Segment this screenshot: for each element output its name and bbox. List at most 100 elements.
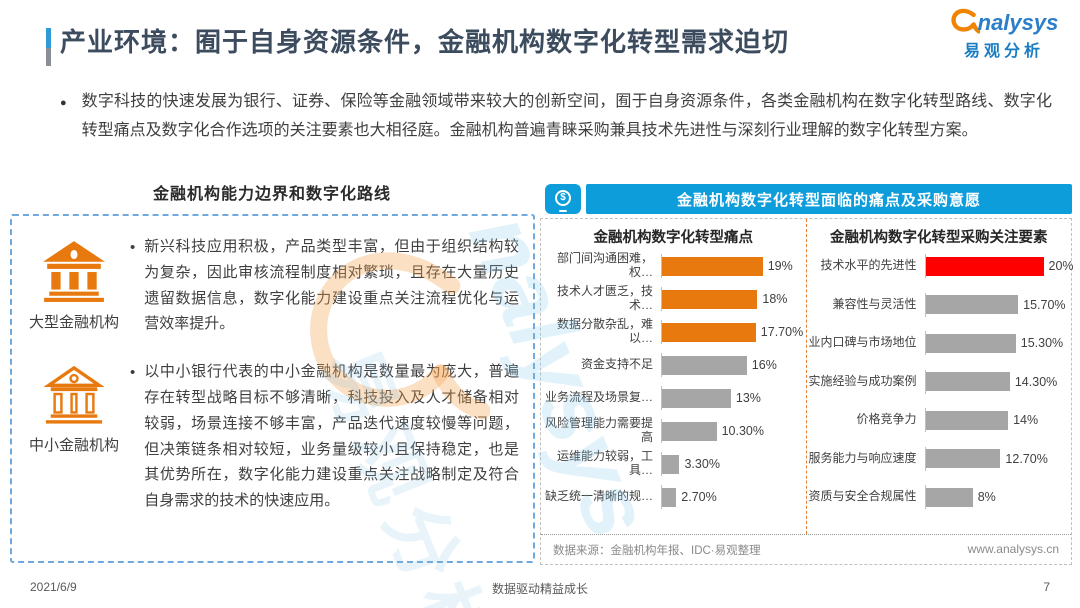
bar-row: 价格竞争力 14% (807, 408, 1072, 432)
bar-value-label: 12.70% (1005, 451, 1048, 466)
logo-brand-cn: 易观分析 (963, 43, 1044, 60)
list-item-sme-institution: 中小金融机构 • 以中小银行代表的中小金融机构是数量最为庞大，普遍存在转型战略目… (18, 359, 521, 514)
bar-axis: 18% (661, 287, 806, 311)
bar-category-label: 部门间沟通困难，权… (556, 251, 653, 279)
pain-points-chart: 金融机构数字化转型痛点 部门间沟通困难，权… 19% 技术人才匮乏，技术… (541, 219, 807, 534)
bar-value-label: 2.70% (681, 490, 717, 504)
bar (662, 289, 758, 309)
analysys-swoosh-icon (951, 8, 980, 34)
bar-category-label: 业内口碑与市场地位 (808, 335, 917, 350)
bar-row: 运维能力较弱，工具… 3.30% (541, 449, 806, 477)
bar (662, 454, 680, 474)
website-link[interactable]: www.analysys.cn (967, 542, 1059, 556)
bar-value-label: 3.30% (684, 457, 720, 471)
bar-row: 业务流程及场景复… 13% (541, 386, 806, 410)
bar-category-label: 缺乏统一清晰的规… (544, 489, 653, 504)
bar (925, 295, 1019, 314)
bar-value-label: 15.30% (1020, 336, 1064, 350)
right-section-title: 金融机构数字化转型面临的痛点及采购意愿 (586, 184, 1072, 214)
left-section-title: 金融机构能力边界和数字化路线 (152, 186, 391, 203)
bar-axis: 3.30% (661, 452, 806, 476)
purchase-factors-chart: 金融机构数字化转型采购关注要素 技术水平的先进性 20% 兼容性与灵活性 (807, 219, 1074, 534)
bar (662, 421, 717, 441)
bar-row: 数据分散杂乱，难以… 17.70% (541, 317, 806, 345)
bar-value-label: 13% (735, 391, 761, 405)
bar-value-label: 17.70% (760, 325, 804, 339)
bar (662, 388, 731, 408)
institution-description: 以中小银行代表的中小金融机构是数量最为庞大，普遍存在转型战略目标不够清晰，科技投… (144, 363, 519, 510)
capability-panel: 大型金融机构 • 新兴科技应用积极，产品类型丰富，但由于组织结构较为复杂，因此审… (10, 214, 535, 563)
footer: 2021/6/9 数据驱动精益成长 7 (0, 580, 1080, 597)
chart-title: 金融机构数字化转型采购关注要素 (830, 230, 1048, 246)
page-number: 7 (1043, 580, 1050, 594)
bar-value-label: 15.70% (1023, 297, 1066, 312)
right-section-header: $ 金融机构数字化转型面临的痛点及采购意愿 (545, 184, 1072, 214)
bar-row: 资质与安全合规属性 8% (807, 485, 1072, 509)
chart-title: 金融机构数字化转型痛点 (593, 230, 754, 246)
logo-brand-text: nalysys (977, 10, 1059, 35)
intro-text: 数字科技的快速发展为银行、证券、保险等金融领域带来较大的创新空间，囿于自身资源条… (81, 93, 1052, 139)
bar-axis: 16% (661, 353, 806, 377)
bar-value-label: 10.30% (721, 424, 764, 438)
bar-row: 服务能力与响应速度 12.70% (807, 446, 1072, 471)
bar-category-label: 技术水平的先进性 (820, 258, 917, 273)
bullet-icon: ● (60, 97, 67, 109)
bar-category-label: 价格竞争力 (856, 412, 917, 427)
bullet-icon: • (130, 364, 136, 382)
bar-category-label: 实施经验与成功案例 (808, 373, 917, 388)
bar-axis: 13% (661, 386, 806, 410)
bullet-icon: • (130, 239, 136, 256)
bar-axis: 14% (924, 408, 1072, 432)
data-source-note: 数据来源：金融机构年报、IDC·易观整理 (553, 545, 761, 557)
bar-axis: 2.70% (661, 485, 806, 509)
bar-axis: 14.30% (924, 369, 1072, 394)
bar-axis: 8% (924, 485, 1072, 509)
bar-category-label: 资质与安全合规属性 (808, 489, 917, 504)
page-title: 产业环境：囿于自身资源条件，金融机构数字化转型需求迫切 (60, 27, 790, 57)
title-accent-bar (46, 28, 51, 66)
bar-row: 资金支持不足 16% (541, 353, 806, 377)
bar-value-label: 8% (977, 490, 996, 504)
bar (925, 333, 1016, 353)
bar-axis: 19% (661, 254, 806, 278)
bar-axis: 10.30% (661, 419, 806, 443)
bank-filled-icon (43, 241, 105, 302)
analysys-logo: nalysys 易观分析 (936, 8, 1072, 61)
bar-row: 技术人才匮乏，技术… 18% (541, 284, 806, 312)
bar-value-label: 18% (762, 292, 788, 306)
charts-panel: 金融机构数字化转型痛点 部门间沟通困难，权… 19% 技术人才匮乏，技术… (540, 218, 1074, 565)
bar-category-label: 技术人才匮乏，技术… (556, 284, 653, 312)
list-item-large-institution: 大型金融机构 • 新兴科技应用积极，产品类型丰富，但由于组织结构较为复杂，因此审… (18, 234, 521, 337)
bar-value-label: 16% (751, 358, 777, 372)
bar-value-label: 14.30% (1014, 374, 1058, 389)
bar-row: 业内口碑与市场地位 15.30% (807, 331, 1072, 355)
bar (925, 449, 1001, 468)
bar-row: 缺乏统一清晰的规… 2.70% (541, 485, 806, 509)
institution-name: 大型金融机构 (28, 314, 119, 331)
bar (925, 372, 1010, 391)
bar-value-label: 14% (1013, 413, 1039, 427)
bar-row: 实施经验与成功案例 14.30% (807, 369, 1072, 394)
bar-category-label: 服务能力与响应速度 (808, 450, 917, 465)
mobile-payment-icon: $ (545, 184, 581, 214)
institution-name: 中小金融机构 (28, 437, 119, 455)
bar-category-label: 数据分散杂乱，难以… (556, 317, 653, 345)
bar (925, 410, 1009, 430)
bar (662, 355, 747, 375)
bar-category-label: 业务流程及场景复… (544, 390, 653, 405)
bar (662, 256, 763, 276)
bar-axis: 15.30% (924, 331, 1072, 355)
bar-row: 兼容性与灵活性 15.70% (807, 292, 1072, 317)
bar-category-label: 资金支持不足 (580, 357, 653, 372)
bar-row: 部门间沟通困难，权… 19% (541, 251, 806, 279)
bar-axis: 20% (924, 254, 1074, 278)
bar-row: 技术水平的先进性 20% (807, 254, 1074, 278)
intro-paragraph: ● 数字科技的快速发展为银行、证券、保险等金融领域带来较大的创新空间，囿于自身资… (60, 88, 1052, 146)
bar-category-label: 兼容性与灵活性 (832, 296, 917, 311)
footer-motto: 数据驱动精益成长 (491, 582, 588, 596)
institution-description: 新兴科技应用积极，产品类型丰富，但由于组织结构较为复杂，因此审核流程制度相对繁琐… (144, 238, 519, 333)
bar-category-label: 运维能力较弱，工具… (556, 449, 653, 477)
bar (925, 256, 1044, 276)
bar-value-label: 20% (1048, 259, 1074, 273)
